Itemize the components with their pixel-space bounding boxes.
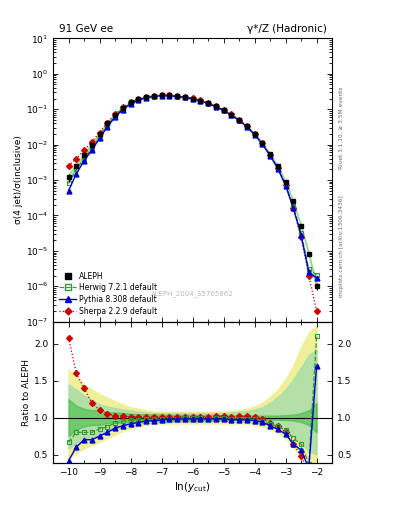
- Y-axis label: σ(4 jet)/σ(inclusive): σ(4 jet)/σ(inclusive): [14, 136, 23, 224]
- Text: Rivet 3.1.10, ≥ 3.5M events: Rivet 3.1.10, ≥ 3.5M events: [339, 87, 344, 169]
- Legend: ALEPH, Herwig 7.2.1 default, Pythia 8.308 default, Sherpa 2.2.9 default: ALEPH, Herwig 7.2.1 default, Pythia 8.30…: [57, 269, 160, 318]
- Text: 91 GeV ee: 91 GeV ee: [59, 24, 113, 34]
- Text: ALEPH_2004_S5765862: ALEPH_2004_S5765862: [151, 290, 234, 297]
- Y-axis label: Ratio to ALEPH: Ratio to ALEPH: [22, 359, 31, 426]
- X-axis label: ln($y_{\mathregular{cut}}$): ln($y_{\mathregular{cut}}$): [174, 480, 211, 494]
- Text: γ*/Z (Hadronic): γ*/Z (Hadronic): [247, 24, 327, 34]
- Text: mcplots.cern.ch [arXiv:1306.3436]: mcplots.cern.ch [arXiv:1306.3436]: [339, 195, 344, 296]
